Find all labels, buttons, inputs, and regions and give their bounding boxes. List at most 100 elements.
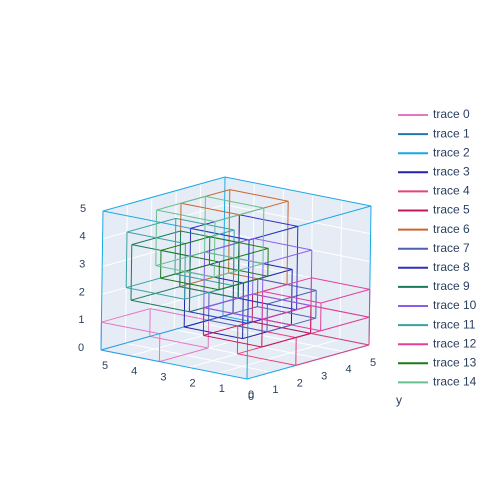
legend-item[interactable]: trace 12 [398,336,477,350]
box-edge [213,221,216,278]
z-tick-label: 1 [78,314,84,326]
box-edge [203,293,253,309]
z-tick-label: 3 [79,259,85,271]
box-edge [229,189,289,202]
box-edge [262,249,312,265]
legend-item[interactable]: trace 5 [398,203,470,217]
legend-label: trace 7 [433,241,470,255]
traces [100,176,372,380]
box-edge [310,332,370,346]
legend-label: trace 12 [433,336,477,350]
box-edge [261,332,311,348]
box-edge [219,247,269,263]
legend-label: trace 2 [433,145,470,159]
y-tick-label: 2 [297,377,303,389]
box-edge [218,275,268,291]
series-trace-12 [261,277,371,332]
box-edge [214,263,264,278]
box-edge [237,353,296,366]
box-edge [100,210,104,351]
box-edge [150,308,209,321]
box-edge [204,196,206,253]
legend-label: trace 10 [433,298,477,312]
legend-label: trace 4 [433,184,470,198]
box-edge [239,214,298,227]
z-tick-label: 5 [80,203,86,215]
z-tick-label: 4 [80,231,86,243]
legend-item[interactable]: trace 7 [398,241,470,255]
box-edge [296,226,299,310]
legend-label: trace 3 [433,164,470,178]
x-tick-label: 3 [160,372,166,384]
legend-label: trace 8 [433,260,470,274]
box-edge [262,318,321,332]
box-edge [295,344,370,366]
box-edge [311,277,370,290]
box-edge [262,305,312,320]
legend-item[interactable]: trace 13 [398,355,477,369]
box-edge [214,207,264,223]
box-edge [130,244,133,301]
legend-item[interactable]: trace 9 [398,279,470,293]
box-edge [156,195,206,211]
box-edge [208,319,268,333]
y-axis-title: y [396,393,402,407]
legend-label: trace 5 [433,203,470,217]
legend-label: trace 13 [433,355,477,369]
box-edge [224,176,372,207]
grid-wally-x [339,200,343,340]
box-edge [189,311,248,324]
legend-item[interactable]: trace 10 [398,298,477,312]
legend-item[interactable]: trace 0 [398,107,470,121]
box-edge [203,307,263,320]
y-tick-label: 1 [272,384,278,396]
y-tick-label: 4 [346,364,352,376]
legend-item[interactable]: trace 14 [398,375,477,389]
x-tick-label: 1 [219,383,225,395]
box-edge [155,251,205,267]
box-edge [102,176,226,212]
x-tick-label: 2 [190,377,196,389]
z-tick-label: 0 [78,342,84,354]
z-tick-label: 2 [79,286,85,298]
legend-item[interactable]: trace 11 [398,317,476,331]
legend-item[interactable]: trace 2 [398,145,470,159]
box-edge [159,347,209,363]
grid-floor-y [198,322,345,353]
legend-item[interactable]: trace 1 [398,126,470,140]
legend-item[interactable]: trace 4 [398,184,470,198]
box-edge [209,236,269,249]
x-tick-label: 4 [131,366,137,378]
box-edge [204,237,254,253]
box-edge [203,334,262,348]
y-tick-label: 0 [248,391,254,403]
legend[interactable]: trace 0 trace 1 trace 2 trace 3 trace 4 trace… [398,107,477,389]
box-edge [155,265,215,278]
legend-label: trace 14 [433,375,477,389]
box-edge [203,321,253,336]
box-edge [126,217,176,233]
y-tick-label: 5 [370,357,376,369]
box-edge [286,201,289,285]
box-edge [125,231,128,288]
box-edge [160,277,220,291]
legend-label: trace 0 [433,107,470,121]
box-edge [248,225,298,241]
series-trace-14 [155,195,265,278]
grid-floor-x [217,338,340,374]
box-edge [101,308,151,323]
legend-item[interactable]: trace 6 [398,222,470,236]
box-edge [205,195,264,209]
box-edge [126,287,185,300]
legend-label: trace 1 [433,126,470,140]
box-edge [320,316,370,332]
legend-label: trace 6 [433,222,470,236]
legend-item[interactable]: trace 3 [398,164,470,178]
box-edge [320,288,370,304]
box-edge [262,207,265,264]
y-tick-label: 3 [321,371,327,383]
legend-item[interactable]: trace 8 [398,260,470,274]
legend-label: trace 9 [433,279,470,293]
